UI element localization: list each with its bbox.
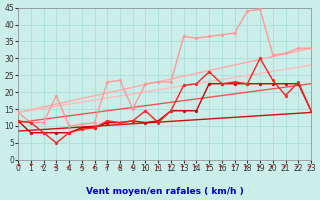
X-axis label: Vent moyen/en rafales ( km/h ): Vent moyen/en rafales ( km/h ) (86, 187, 244, 196)
